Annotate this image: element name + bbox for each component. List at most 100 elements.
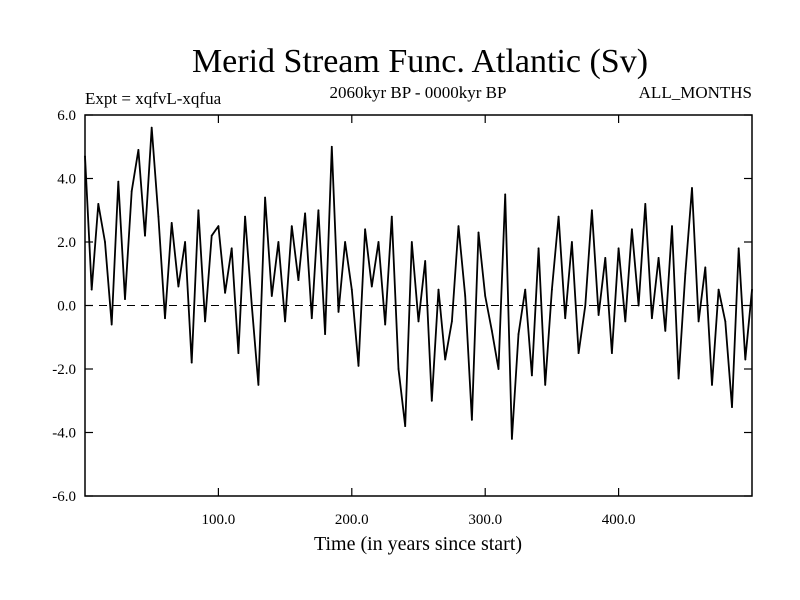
months-label: ALL_MONTHS xyxy=(639,83,752,102)
data-point xyxy=(657,256,660,259)
data-point xyxy=(210,234,213,237)
data-point xyxy=(671,225,673,228)
data-point xyxy=(424,260,427,262)
data-point xyxy=(117,180,120,183)
data-point xyxy=(177,285,180,288)
data-point xyxy=(724,320,727,323)
data-point xyxy=(450,320,453,323)
data-point xyxy=(591,209,593,212)
data-point xyxy=(170,222,173,224)
data-point xyxy=(137,149,140,151)
data-point xyxy=(664,330,667,332)
data-point xyxy=(564,317,567,320)
data-point xyxy=(230,247,233,250)
data-point xyxy=(510,437,513,440)
data-point xyxy=(144,234,146,237)
data-point xyxy=(624,320,627,323)
data-point xyxy=(324,333,327,335)
x-axis-label: Time (in years since start) xyxy=(314,533,522,555)
data-point xyxy=(731,406,733,408)
x-tick-label: 400.0 xyxy=(602,512,636,528)
data-point xyxy=(90,288,93,291)
data-point xyxy=(237,352,240,355)
data-point xyxy=(537,247,540,250)
data-point xyxy=(437,288,440,291)
data-point xyxy=(157,215,160,218)
data-point xyxy=(584,304,587,307)
data-point xyxy=(284,320,286,323)
data-point xyxy=(104,241,106,243)
series-points xyxy=(84,126,753,440)
y-tick-label: -6.0 xyxy=(52,489,76,505)
data-point xyxy=(197,209,200,212)
data-point xyxy=(571,241,573,243)
data-point xyxy=(270,295,273,297)
data-point xyxy=(97,203,100,205)
y-axis: 6.0 4.0 2.0 0.0 -2.0 -4.0 -6.0 xyxy=(52,108,752,505)
data-point xyxy=(490,330,493,332)
data-point xyxy=(631,228,633,231)
data-point xyxy=(737,247,740,250)
data-point xyxy=(604,256,607,259)
data-point xyxy=(350,288,353,291)
data-point xyxy=(597,314,600,316)
data-point xyxy=(330,145,333,148)
data-point xyxy=(150,126,153,129)
data-point xyxy=(430,399,433,402)
data-point xyxy=(377,241,380,243)
data-point xyxy=(551,288,553,291)
data-point xyxy=(697,320,700,323)
data-point xyxy=(477,231,480,234)
period-label: 2060kyr BP - 0000kyr BP xyxy=(330,83,507,102)
data-point xyxy=(557,215,560,218)
data-point xyxy=(417,320,420,323)
data-point xyxy=(544,383,547,386)
data-point xyxy=(444,358,447,361)
data-point xyxy=(410,241,413,243)
y-tick-label: 0.0 xyxy=(57,299,76,315)
data-point xyxy=(744,358,747,361)
x-tick-label: 100.0 xyxy=(202,512,236,528)
data-point xyxy=(224,291,226,294)
data-point xyxy=(577,352,580,355)
data-point xyxy=(617,247,620,250)
data-point xyxy=(390,215,393,218)
data-point xyxy=(364,228,367,231)
y-tick-label: 2.0 xyxy=(57,235,76,251)
data-point xyxy=(651,317,653,320)
data-point xyxy=(717,288,720,291)
data-point xyxy=(470,418,473,421)
data-point xyxy=(184,241,186,243)
data-point xyxy=(704,266,707,269)
data-point xyxy=(257,383,260,386)
data-point xyxy=(110,323,113,326)
data-point xyxy=(397,368,400,370)
y-tick-label: 4.0 xyxy=(57,172,76,188)
data-point xyxy=(317,209,320,212)
data-point xyxy=(190,361,193,364)
data-point xyxy=(217,225,220,228)
data-point xyxy=(504,193,507,196)
data-point xyxy=(297,279,300,281)
data-point xyxy=(264,196,266,199)
data-point xyxy=(691,187,693,189)
data-point xyxy=(244,215,246,218)
experiment-label: Expt = xqfvL-xqfua xyxy=(85,89,222,108)
data-point xyxy=(164,317,166,320)
data-point xyxy=(684,272,687,275)
data-point xyxy=(404,425,407,428)
data-point xyxy=(464,295,467,297)
data-point xyxy=(457,225,460,228)
data-point xyxy=(290,225,293,228)
x-tick-label: 200.0 xyxy=(335,512,369,528)
data-point xyxy=(204,320,206,323)
data-point xyxy=(677,377,680,380)
data-point xyxy=(357,364,360,367)
data-point xyxy=(344,241,347,243)
data-point xyxy=(277,241,280,243)
x-tick-label: 300.0 xyxy=(468,512,502,528)
x-axis: 100.0 200.0 300.0 400.0 xyxy=(202,115,636,528)
data-point xyxy=(130,190,133,193)
data-point xyxy=(370,285,373,288)
